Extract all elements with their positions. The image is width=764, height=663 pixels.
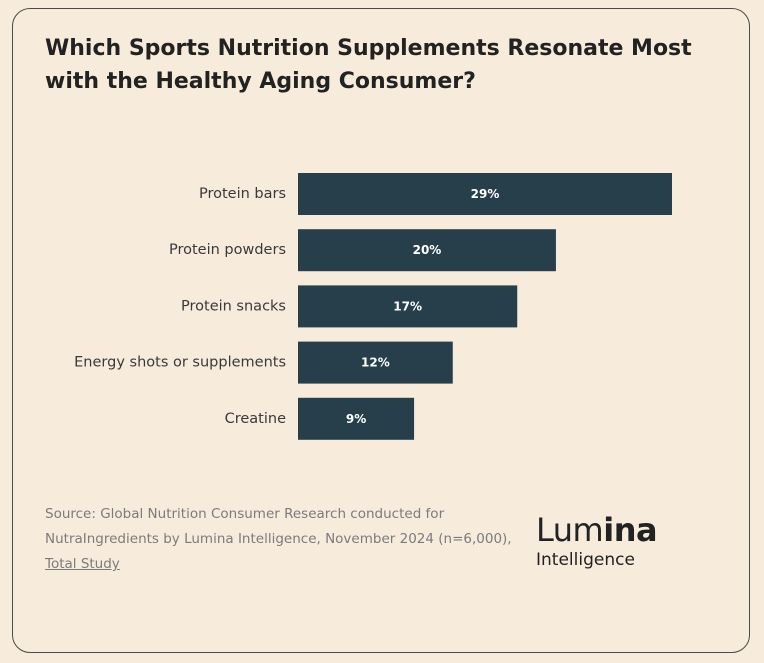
value-label: 17% [393,299,422,313]
logo-subtitle: Intelligence [536,550,635,570]
logo-wordmark: Lumina [536,512,686,548]
value-label: 9% [346,412,366,426]
category-label: Protein bars [199,186,286,202]
bar [298,173,672,215]
category-label: Protein snacks [181,298,286,314]
bar [298,285,518,328]
bar [298,341,453,384]
source-text: Source: Global Nutrition Consumer Resear… [45,506,512,547]
value-label: 29% [471,187,500,201]
category-label: Creatine [225,411,286,427]
total-study-link[interactable]: Total Study [45,556,120,572]
value-label: 20% [413,243,442,257]
chart-card [12,8,750,653]
bar [298,229,556,272]
category-label: Protein powders [169,242,286,258]
source-note: Source: Global Nutrition Consumer Resear… [45,502,515,577]
bar [298,397,415,440]
logo-wordmark-bold: ina [603,511,658,549]
lumina-logo: Lumina Intelligence [536,512,686,570]
category-label: Energy shots or supplements [74,355,286,371]
value-label: 12% [361,356,390,370]
chart-title: Which Sports Nutrition Supplements Reson… [45,36,692,94]
logo-wordmark-regular: Lum [536,511,604,549]
